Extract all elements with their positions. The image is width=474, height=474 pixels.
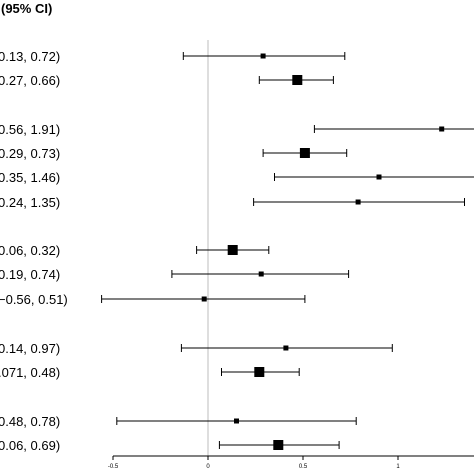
ci-label: 0.35, 1.46): [0, 170, 60, 185]
estimate-row: 0.19, 0.74): [0, 267, 350, 282]
estimate-row: 0.48, 0.78): [0, 414, 357, 429]
ci-label: 0.29, 0.73): [0, 146, 60, 161]
point-estimate: [234, 418, 239, 424]
ci-label: 0.24, 1.35): [0, 195, 60, 210]
ci-label: 0.27, 0.66): [0, 73, 60, 88]
estimate-row: −0.56, 0.51): [0, 292, 306, 307]
estimate-row: 0.14, 0.97): [0, 341, 393, 356]
column-header: (95% CI): [1, 1, 52, 16]
point-estimate: [439, 126, 445, 132]
estimate-row: 0.06, 0.32): [0, 243, 270, 258]
point-estimate: [292, 75, 303, 85]
x-axis-ticks: -0.5 0 0.5 1: [108, 456, 400, 470]
x-tick-label: 1: [396, 464, 400, 470]
estimate-row: 0.06, 0.69): [0, 438, 340, 453]
point-estimate: [260, 53, 266, 59]
point-estimate: [254, 367, 265, 377]
estimate-row: 0.35, 1.46): [0, 170, 474, 185]
ci-label: 0.06, 0.32): [0, 243, 60, 258]
ci-label: 0.13, 0.72): [0, 49, 60, 64]
ci-label: 0.56, 1.91): [0, 122, 60, 137]
point-estimate: [299, 148, 310, 158]
x-tick-label: -0.5: [108, 464, 119, 470]
point-estimate: [258, 271, 264, 277]
estimate-row: .071, 0.48): [0, 365, 300, 380]
point-estimate: [273, 440, 284, 450]
estimate-row: 0.27, 0.66): [0, 73, 334, 88]
point-estimate: [201, 296, 207, 302]
ci-label: 0.48, 0.78): [0, 414, 60, 429]
x-tick-label: 0: [206, 464, 210, 470]
ci-label: 0.14, 0.97): [0, 341, 60, 356]
estimate-row: 0.13, 0.72): [0, 49, 346, 64]
point-estimate: [227, 245, 238, 255]
x-tick-label: 0.5: [299, 464, 308, 470]
estimate-row: 0.56, 1.91): [0, 122, 474, 137]
ci-label: −0.56, 0.51): [0, 292, 68, 307]
point-estimate: [376, 174, 382, 180]
estimate-rows: 0.13, 0.72) 0.27, 0.66) 0.56, 1.91) 0.29, 0…: [0, 49, 474, 453]
ci-label: .071, 0.48): [0, 365, 60, 380]
estimate-row: 0.24, 1.35): [0, 195, 465, 210]
ci-label: 0.19, 0.74): [0, 267, 60, 282]
point-estimate: [355, 199, 361, 205]
ci-label: 0.06, 0.69): [0, 438, 60, 453]
estimate-row: 0.29, 0.73): [0, 146, 348, 161]
point-estimate: [283, 345, 289, 351]
